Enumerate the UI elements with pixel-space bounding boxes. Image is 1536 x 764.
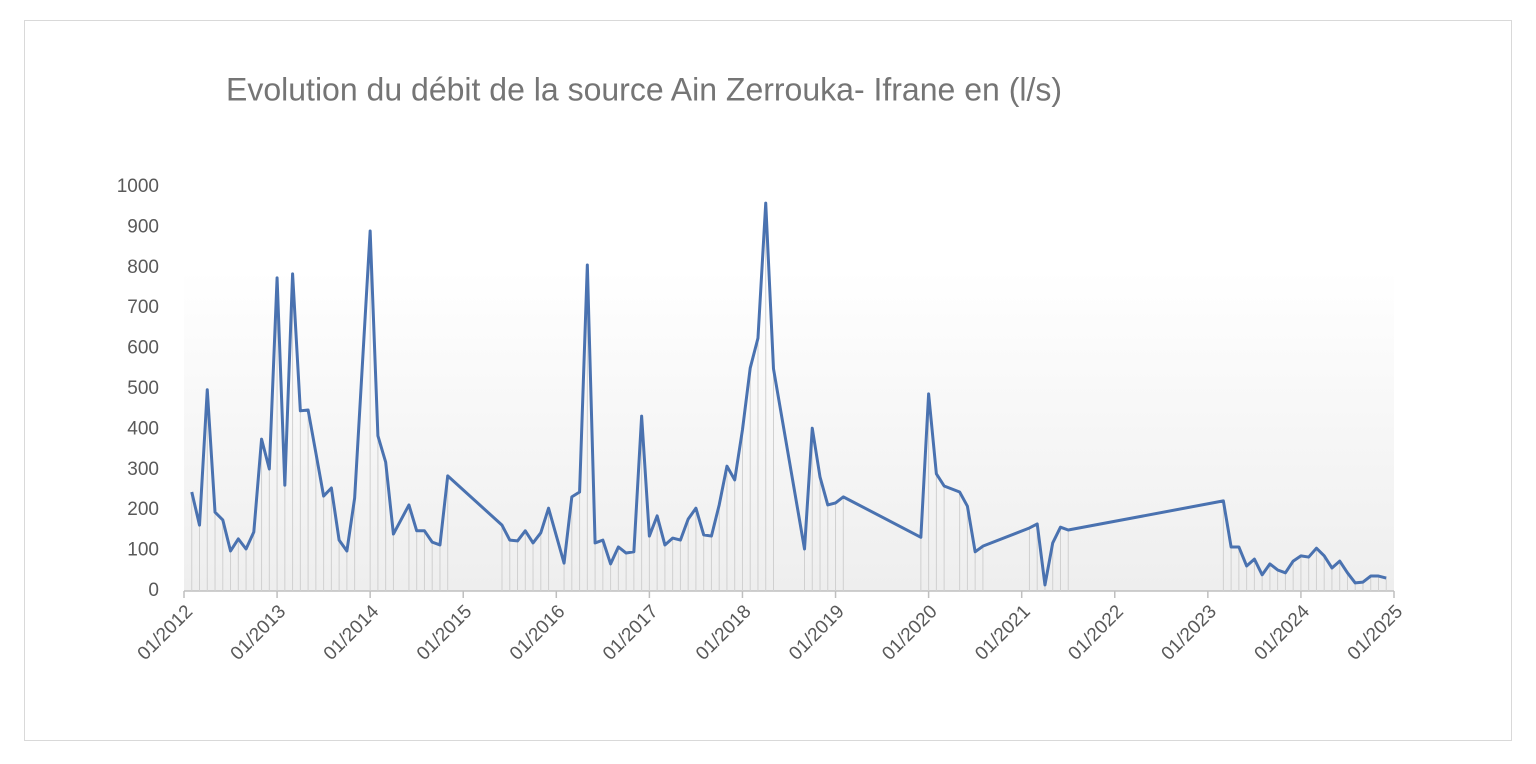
y-tick-label: 600 [127, 338, 159, 359]
y-tick-label: 200 [127, 499, 159, 520]
data-line [190, 201, 1387, 587]
y-tick-label: 500 [127, 378, 159, 399]
y-tick-label: 800 [127, 257, 159, 278]
y-tick-label: 900 [127, 216, 159, 237]
y-tick-label: 400 [127, 418, 159, 439]
y-tick-label: 1000 [117, 176, 159, 197]
y-tick-label: 700 [127, 297, 159, 318]
chart-title: Evolution du débit de la source Ain Zerr… [226, 71, 1062, 107]
y-tick-label: 0 [148, 580, 159, 601]
y-tick-label: 300 [127, 459, 159, 480]
y-tick-label: 100 [127, 540, 159, 561]
